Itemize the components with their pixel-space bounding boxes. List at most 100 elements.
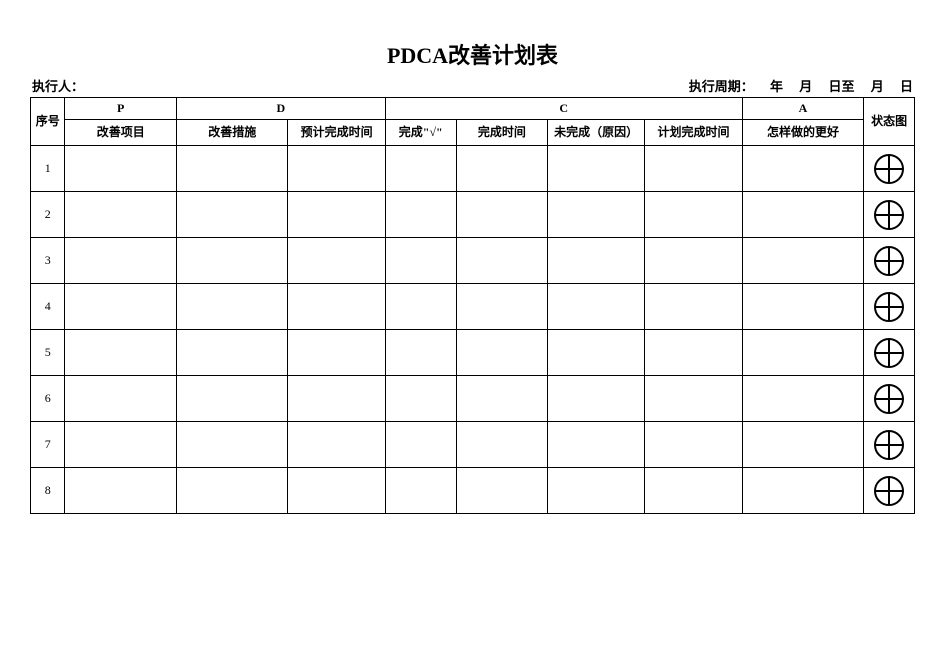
d2-cell bbox=[288, 284, 385, 330]
c3-cell bbox=[547, 238, 644, 284]
c4-cell bbox=[645, 422, 742, 468]
c2-cell bbox=[456, 284, 547, 330]
c4-cell bbox=[645, 238, 742, 284]
d2-cell bbox=[288, 330, 385, 376]
d1-cell bbox=[176, 238, 288, 284]
seq-cell: 1 bbox=[31, 146, 65, 192]
crosshair-circle-icon bbox=[864, 428, 914, 462]
header-state: 状态图 bbox=[864, 98, 915, 146]
d2-cell bbox=[288, 146, 385, 192]
state-cell bbox=[864, 192, 915, 238]
c1-cell bbox=[385, 146, 456, 192]
header-group-a: A bbox=[742, 98, 864, 120]
period-label: 执行周期： 年 月 日至 月 日 bbox=[689, 76, 913, 95]
c1-cell bbox=[385, 238, 456, 284]
c4-cell bbox=[645, 468, 742, 514]
a1-cell bbox=[742, 330, 864, 376]
seq-cell: 7 bbox=[31, 422, 65, 468]
header-d2: 预计完成时间 bbox=[288, 120, 385, 146]
seq-cell: 3 bbox=[31, 238, 65, 284]
seq-cell: 4 bbox=[31, 284, 65, 330]
state-cell bbox=[864, 376, 915, 422]
c4-cell bbox=[645, 146, 742, 192]
a1-cell bbox=[742, 192, 864, 238]
c2-cell bbox=[456, 146, 547, 192]
crosshair-circle-icon bbox=[864, 152, 914, 186]
c2-cell bbox=[456, 376, 547, 422]
table-row: 2 bbox=[31, 192, 915, 238]
d2-cell bbox=[288, 238, 385, 284]
seq-cell: 6 bbox=[31, 376, 65, 422]
crosshair-circle-icon bbox=[864, 336, 914, 370]
p1-cell bbox=[65, 422, 177, 468]
seq-cell: 5 bbox=[31, 330, 65, 376]
header-group-p: P bbox=[65, 98, 177, 120]
a1-cell bbox=[742, 376, 864, 422]
table-row: 5 bbox=[31, 330, 915, 376]
p1-cell bbox=[65, 376, 177, 422]
p1-cell bbox=[65, 238, 177, 284]
c3-cell bbox=[547, 146, 644, 192]
table-row: 1 bbox=[31, 146, 915, 192]
table-row: 7 bbox=[31, 422, 915, 468]
c3-cell bbox=[547, 422, 644, 468]
c2-cell bbox=[456, 422, 547, 468]
c1-cell bbox=[385, 284, 456, 330]
table-row: 8 bbox=[31, 468, 915, 514]
header-seq: 序号 bbox=[31, 98, 65, 146]
c4-cell bbox=[645, 376, 742, 422]
table-row: 4 bbox=[31, 284, 915, 330]
p1-cell bbox=[65, 192, 177, 238]
c3-cell bbox=[547, 192, 644, 238]
state-cell bbox=[864, 238, 915, 284]
crosshair-circle-icon bbox=[864, 290, 914, 324]
a1-cell bbox=[742, 422, 864, 468]
c4-cell bbox=[645, 192, 742, 238]
state-cell bbox=[864, 422, 915, 468]
c4-cell bbox=[645, 330, 742, 376]
header-c4: 计划完成时间 bbox=[645, 120, 742, 146]
header-group-row: 序号 P D C A 状态图 bbox=[31, 98, 915, 120]
c1-cell bbox=[385, 468, 456, 514]
crosshair-circle-icon bbox=[864, 382, 914, 416]
d1-cell bbox=[176, 468, 288, 514]
a1-cell bbox=[742, 284, 864, 330]
c1-cell bbox=[385, 330, 456, 376]
a1-cell bbox=[742, 468, 864, 514]
d1-cell bbox=[176, 422, 288, 468]
header-c2: 完成时间 bbox=[456, 120, 547, 146]
state-cell bbox=[864, 284, 915, 330]
c2-cell bbox=[456, 468, 547, 514]
page-title: PDCA改善计划表 bbox=[30, 38, 915, 70]
table-row: 3 bbox=[31, 238, 915, 284]
c2-cell bbox=[456, 238, 547, 284]
d2-cell bbox=[288, 468, 385, 514]
c3-cell bbox=[547, 376, 644, 422]
d2-cell bbox=[288, 422, 385, 468]
header-group-d: D bbox=[176, 98, 385, 120]
d1-cell bbox=[176, 284, 288, 330]
c4-cell bbox=[645, 284, 742, 330]
table-row: 6 bbox=[31, 376, 915, 422]
c3-cell bbox=[547, 284, 644, 330]
c1-cell bbox=[385, 376, 456, 422]
header-a1: 怎样做的更好 bbox=[742, 120, 864, 146]
meta-row: 执行人： 执行周期： 年 月 日至 月 日 bbox=[30, 76, 915, 97]
executor-label: 执行人： bbox=[32, 76, 84, 95]
header-group-c: C bbox=[385, 98, 742, 120]
header-d1: 改善措施 bbox=[176, 120, 288, 146]
c3-cell bbox=[547, 330, 644, 376]
p1-cell bbox=[65, 468, 177, 514]
header-sub-row: 改善项目 改善措施 预计完成时间 完成"√" 完成时间 未完成（原因） 计划完成… bbox=[31, 120, 915, 146]
header-c1: 完成"√" bbox=[385, 120, 456, 146]
a1-cell bbox=[742, 146, 864, 192]
d1-cell bbox=[176, 330, 288, 376]
d1-cell bbox=[176, 376, 288, 422]
c3-cell bbox=[547, 468, 644, 514]
crosshair-circle-icon bbox=[864, 474, 914, 508]
c1-cell bbox=[385, 192, 456, 238]
state-cell bbox=[864, 330, 915, 376]
d1-cell bbox=[176, 192, 288, 238]
p1-cell bbox=[65, 284, 177, 330]
state-cell bbox=[864, 468, 915, 514]
